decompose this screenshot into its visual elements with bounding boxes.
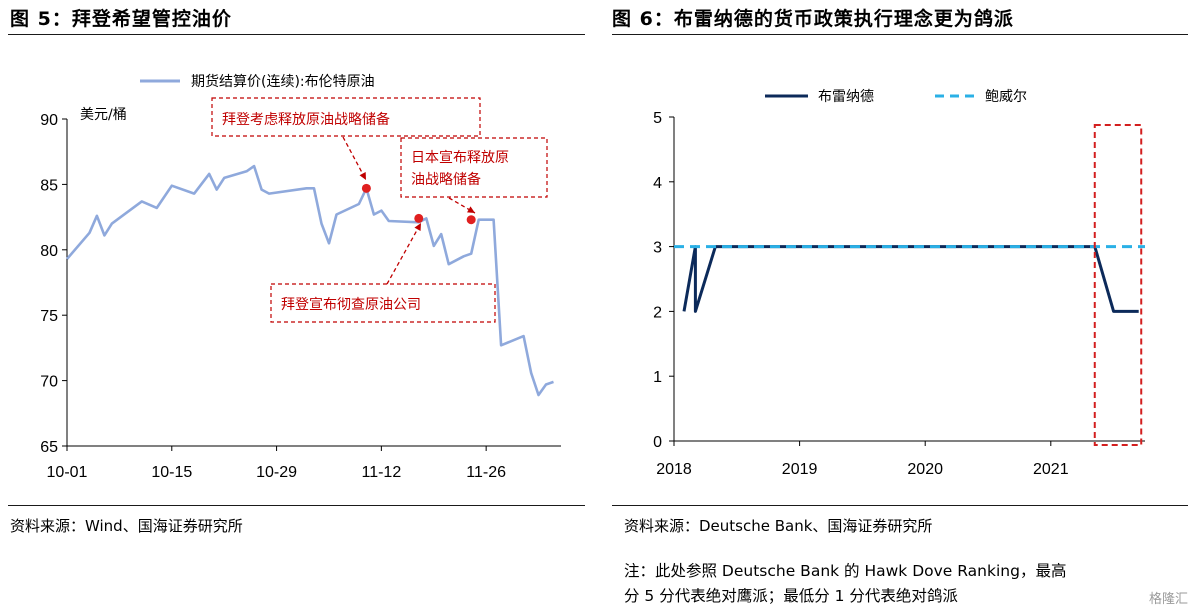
left-legend-label: 期货结算价(连续):布伦特原油 (191, 73, 375, 90)
left-annotation-box (211, 97, 481, 137)
left-y-axis-label: 美元/桶 (80, 107, 127, 123)
left-title-rule (8, 34, 585, 35)
left-y-tick-label: 80 (40, 243, 58, 260)
right-x-tick-label: 2021 (1033, 461, 1069, 478)
left-annotation-text: 拜登宣布彻查原油公司 (281, 297, 421, 313)
left-y-tick-label: 70 (40, 374, 58, 391)
left-x-tick-label: 10-29 (256, 464, 297, 481)
left-source-rule (8, 505, 585, 506)
left-y-tick-label: 90 (40, 112, 58, 129)
left-annotation-point (466, 215, 476, 225)
left-annotation-text: 油战略储备 (411, 171, 481, 188)
watermark: 格隆汇 (1148, 592, 1188, 607)
left-source-text: 资料来源：Wind、国海证券研究所 (10, 517, 243, 535)
right-x-tick-label: 2019 (782, 461, 818, 478)
right-figure-title: 图 6：布雷纳德的货币政策执行理念更为鸽派 (612, 8, 1014, 30)
left-annotation-box (400, 137, 548, 198)
left-annotation-arrow (386, 222, 422, 285)
right-source-rule (612, 505, 1188, 506)
left-x-tick-label: 11-12 (361, 464, 401, 481)
right-title-rule (612, 34, 1188, 35)
right-y-tick-label: 0 (653, 434, 662, 451)
left-annotation-text: 拜登考虑释放原油战略储备 (222, 111, 390, 128)
left-y-tick-label: 85 (40, 177, 58, 194)
right-source-text: 资料来源：Deutsche Bank、国海证券研究所 (624, 517, 933, 535)
left-annotation-arrow (342, 136, 367, 181)
left-annotation-arrowhead (359, 172, 366, 180)
left-annotation-box (270, 283, 496, 323)
left-annotation-text: 日本宣布释放原 (411, 150, 509, 166)
left-x-tick-label: 11-26 (466, 464, 506, 481)
left-series-line (66, 164, 554, 397)
left-y-tick-label: 75 (40, 308, 58, 325)
right-series-brainard (682, 245, 1139, 313)
right-highlight-box (1093, 124, 1143, 446)
right-y-tick-label: 4 (653, 175, 662, 192)
left-annotation-point (414, 213, 424, 223)
left-annotation-point (361, 183, 371, 193)
left-x-tick-label: 10-01 (47, 464, 88, 481)
left-figure-title: 图 5：拜登希望管控油价 (10, 8, 232, 30)
left-x-tick-label: 10-15 (151, 464, 192, 481)
right-y-tick-label: 1 (653, 369, 662, 386)
right-y-tick-label: 5 (653, 110, 662, 127)
right-x-tick-label: 2020 (907, 461, 943, 478)
right-note-line-2: 分 5 分代表绝对鹰派；最低分 1 分代表绝对鸽派 (624, 587, 958, 605)
left-annotation-arrow (448, 197, 476, 214)
right-note-line-1: 注：此处参照 Deutsche Bank 的 Hawk Dove Ranking… (624, 562, 1067, 580)
right-legend-label-powell: 鲍威尔 (985, 89, 1027, 105)
right-legend-label-brainard: 布雷纳德 (818, 89, 874, 105)
right-x-tick-label: 2018 (656, 461, 692, 478)
right-y-tick-label: 3 (653, 240, 662, 257)
left-annotation-arrowhead (467, 206, 475, 213)
left-y-tick-label: 65 (40, 439, 58, 456)
left-annotation-arrowhead (414, 223, 421, 231)
right-y-tick-label: 2 (653, 304, 662, 321)
